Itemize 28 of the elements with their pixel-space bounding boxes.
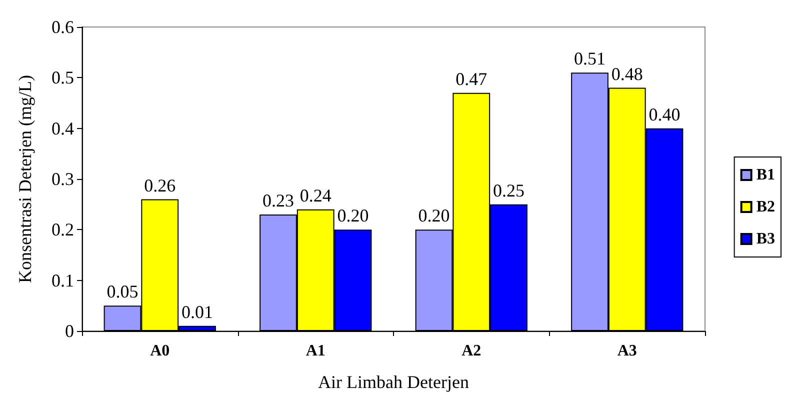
data-label: 0.47	[456, 68, 488, 89]
data-label: 0.51	[574, 48, 606, 69]
x-tick-label: A3	[617, 342, 637, 360]
data-label: 0.26	[144, 175, 176, 196]
legend-label: B1	[756, 166, 775, 184]
legend-label: B2	[756, 198, 775, 216]
y-tick-label: 0.2	[52, 220, 74, 240]
y-tick-label: 0.1	[52, 270, 74, 290]
y-axis-title: Konsentrasi Deterjen (mg/L)	[15, 75, 35, 283]
x-tick-label: A0	[150, 342, 170, 360]
legend-label: B3	[756, 230, 775, 248]
y-tick-label: 0.4	[52, 118, 74, 138]
y-tick-label: 0.6	[52, 17, 74, 37]
x-axis-title: Air Limbah Deterjen	[318, 372, 469, 392]
data-label: 0.05	[106, 282, 138, 302]
data-label: 0.23	[262, 190, 294, 210]
y-tick-label: 0	[65, 321, 74, 341]
data-label: 0.40	[648, 104, 680, 124]
data-label: 0.20	[418, 206, 450, 226]
x-tick-label: A1	[306, 342, 326, 360]
data-label: 0.48	[611, 64, 643, 84]
data-label: 0.25	[493, 180, 525, 200]
data-label: 0.20	[337, 206, 369, 226]
y-tick-label: 0.3	[52, 169, 74, 189]
data-label: 0.01	[182, 302, 214, 322]
x-tick-label: A2	[462, 342, 482, 360]
data-label: 0.24	[300, 185, 332, 206]
y-tick-label: 0.5	[52, 68, 74, 88]
